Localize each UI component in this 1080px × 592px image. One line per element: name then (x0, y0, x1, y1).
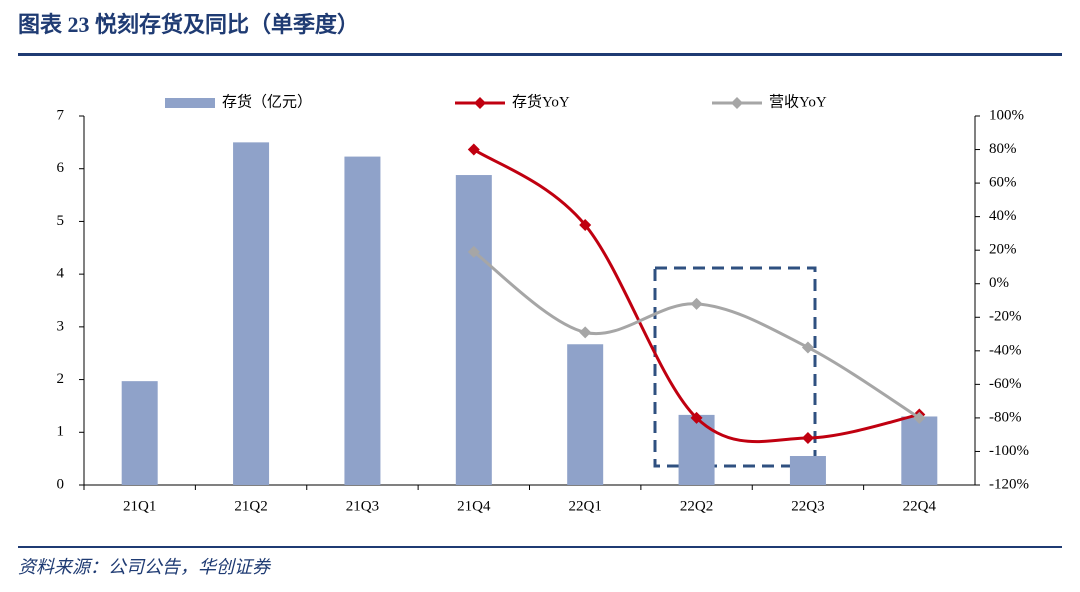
chart-title: 图表 23 悦刻存货及同比（单季度） (18, 12, 359, 37)
source-note: 资料来源：公司公告，华创证券 (18, 557, 272, 577)
legend-label: 营收YoY (769, 93, 827, 110)
x-tick-label: 21Q3 (346, 498, 379, 514)
legend-label: 存货（亿元） (222, 93, 312, 110)
y-tick-label: 5 (57, 213, 65, 229)
legend-label: 存货YoY (512, 93, 570, 110)
bar (344, 156, 381, 485)
y2-tick-label: -100% (989, 443, 1029, 459)
bar (901, 416, 938, 485)
y2-tick-label: -80% (989, 409, 1022, 425)
legend-marker (731, 97, 743, 109)
bar (233, 142, 270, 485)
bar (678, 414, 715, 485)
y-tick-label: 1 (57, 424, 65, 440)
bar (789, 456, 826, 485)
x-tick-label: 21Q4 (457, 498, 491, 514)
y-tick-label: 0 (57, 476, 65, 492)
line-marker (690, 297, 703, 310)
line-marker (801, 432, 814, 445)
y-tick-label: 4 (57, 266, 65, 282)
highlight-box (653, 266, 817, 468)
line-marker (801, 341, 814, 354)
bar (455, 175, 492, 486)
x-tick-label: 22Q1 (569, 498, 602, 514)
bar (121, 381, 158, 485)
line (472, 250, 921, 420)
line-marker (690, 411, 703, 424)
line-marker (467, 245, 480, 258)
y2-tick-label: 40% (989, 208, 1017, 224)
y-tick-label: 7 (57, 107, 65, 123)
y2-tick-label: 60% (989, 175, 1017, 191)
line-marker (579, 326, 592, 339)
x-tick-label: 21Q1 (123, 498, 156, 514)
x-tick-label: 21Q2 (234, 498, 267, 514)
y2-tick-label: -120% (989, 476, 1029, 492)
line-marker (913, 411, 926, 424)
legend-swatch (165, 98, 215, 108)
x-tick-label: 22Q2 (680, 498, 713, 514)
bar (567, 344, 604, 485)
y-tick-label: 6 (57, 160, 65, 176)
y2-tick-label: 80% (989, 141, 1017, 157)
header-rule (18, 53, 1062, 56)
y2-tick-label: -60% (989, 376, 1022, 392)
legend-marker (474, 97, 486, 109)
y-tick-label: 2 (57, 371, 65, 387)
y2-tick-label: 20% (989, 242, 1017, 258)
footer-rule (18, 546, 1062, 548)
y-tick-label: 3 (57, 318, 65, 334)
line-marker (467, 143, 480, 156)
y2-tick-label: -20% (989, 309, 1022, 325)
x-tick-label: 22Q4 (903, 498, 937, 514)
line (472, 148, 920, 443)
line-marker (579, 219, 592, 232)
y2-tick-label: 0% (989, 275, 1009, 291)
y2-tick-label: 100% (989, 107, 1024, 123)
y2-tick-label: -40% (989, 342, 1022, 358)
x-tick-label: 22Q3 (791, 498, 824, 514)
